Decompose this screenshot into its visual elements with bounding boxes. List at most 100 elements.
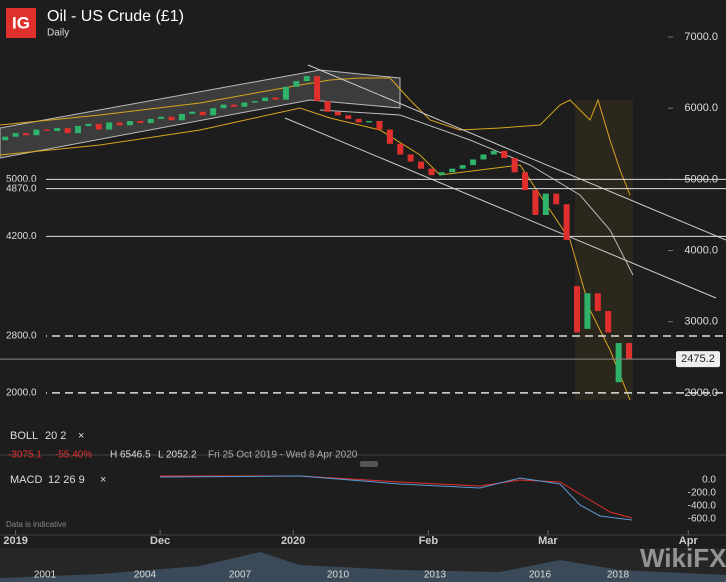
- candle: [251, 101, 258, 103]
- candle: [480, 154, 487, 160]
- navigator-label: 2010: [327, 570, 350, 581]
- macd-label: MACD: [10, 474, 42, 486]
- candle: [199, 111, 206, 116]
- macd-line: [159, 475, 633, 521]
- candle: [126, 121, 133, 126]
- title: Oil - US Crude (£1): [47, 8, 184, 25]
- navigator-label: 2001: [34, 570, 57, 581]
- candle: [574, 286, 581, 333]
- trendline: [284, 117, 717, 299]
- candle: [2, 136, 9, 141]
- candle: [12, 133, 19, 137]
- last-price-box: [676, 351, 720, 368]
- candle: [522, 172, 529, 191]
- candle: [189, 111, 196, 114]
- candle: [158, 116, 165, 119]
- level-box: [0, 229, 46, 244]
- y-tick-label: 7000.0: [684, 31, 718, 43]
- candle: [428, 168, 435, 176]
- macd-signal: [160, 475, 633, 519]
- candle: [438, 172, 445, 176]
- macd-tick-label: -600.0: [688, 514, 717, 525]
- boll-label: BOLL: [10, 430, 38, 442]
- macd-tick-label: 0.0: [702, 475, 716, 486]
- candle: [490, 150, 497, 155]
- scroll-handle[interactable]: [360, 461, 378, 467]
- navigator-label: 2004: [134, 570, 157, 581]
- candle: [324, 101, 331, 112]
- close-button[interactable]: ×: [78, 430, 84, 442]
- candle: [282, 86, 289, 100]
- candle: [272, 97, 279, 100]
- subtitle: Daily: [47, 28, 69, 39]
- logo-box: [6, 8, 36, 38]
- navigator-label: 2016: [529, 570, 552, 581]
- trendline: [307, 64, 726, 241]
- candle: [74, 125, 81, 134]
- candle: [418, 161, 425, 169]
- y-tick-label: 6000.0: [684, 102, 718, 114]
- navigator-label: 2007: [229, 570, 252, 581]
- low: L 2052.2: [158, 450, 197, 461]
- level-label: 5000.0: [6, 174, 37, 185]
- x-tick-label: Feb: [419, 535, 439, 547]
- moving-average: [319, 109, 634, 276]
- candle: [345, 115, 352, 119]
- candle: [54, 128, 61, 131]
- candle: [366, 121, 373, 123]
- candle: [168, 116, 175, 121]
- range: Fri 25 Oct 2019 - Wed 8 Apr 2020: [208, 450, 358, 461]
- level-label: 2800.0: [6, 331, 37, 342]
- candle: [407, 154, 414, 162]
- candle: [501, 150, 508, 159]
- candle: [397, 143, 404, 155]
- candle: [230, 104, 237, 107]
- candle: [43, 129, 50, 131]
- candle: [137, 121, 144, 124]
- high: H 6546.5: [110, 450, 151, 461]
- candle: [116, 122, 123, 126]
- candle: [334, 111, 341, 116]
- candle: [262, 97, 269, 102]
- boll-upper: [0, 77, 631, 196]
- candle: [594, 293, 601, 312]
- candle: [511, 158, 518, 173]
- watermark: WikiFX: [640, 543, 726, 573]
- level-label: 2000.0: [6, 388, 37, 399]
- candle: [33, 129, 40, 136]
- candle: [220, 104, 227, 109]
- x-tick-label: 2019: [3, 535, 27, 547]
- candle: [210, 108, 217, 116]
- candle: [293, 81, 300, 87]
- candle: [355, 118, 362, 123]
- candle: [106, 122, 113, 130]
- level-label: 4200.0: [6, 231, 37, 242]
- level-box: [0, 385, 46, 400]
- candle: [553, 193, 560, 205]
- macd-tick-label: -400.0: [688, 501, 717, 512]
- candle: [376, 121, 383, 130]
- candle: [241, 102, 248, 107]
- candle: [470, 159, 477, 166]
- candle: [64, 128, 71, 134]
- x-tick-label: Apr: [679, 535, 699, 547]
- candle: [605, 311, 612, 333]
- macd-params: 12 26 9: [48, 474, 85, 486]
- last-price-label: 2475.2: [681, 353, 715, 365]
- x-tick-label: 2020: [281, 535, 305, 547]
- level-box: [0, 328, 46, 343]
- change-pct: -55.40%: [55, 450, 92, 461]
- note: Data is indicative: [6, 520, 67, 529]
- candle: [584, 293, 591, 329]
- candle: [449, 168, 456, 173]
- close-button[interactable]: ×: [100, 474, 106, 486]
- candle: [542, 193, 549, 215]
- change: -3075.1: [8, 450, 42, 461]
- x-tick-label: Dec: [150, 535, 170, 547]
- boll-fill: [575, 100, 633, 400]
- candle: [615, 343, 622, 383]
- navigator-label: 2013: [424, 570, 447, 581]
- y-tick-label: 3000.0: [684, 316, 718, 328]
